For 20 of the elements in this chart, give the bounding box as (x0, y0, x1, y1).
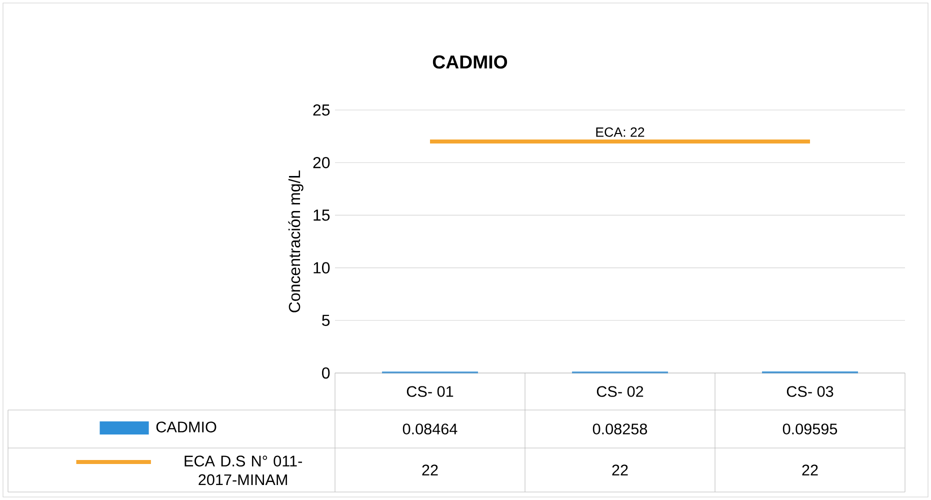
data-label: 22 (612, 464, 628, 476)
annotation: ECA: 22 (596, 127, 644, 137)
data-label: 0.09595 (782, 424, 838, 434)
legend-label: ECA D.S N° 011-2017-MINAM (184, 456, 302, 486)
legend-label: CADMIO (156, 422, 216, 432)
chart-title: CADMIO (432, 55, 508, 69)
data-label: 22 (802, 464, 818, 476)
y-tick-label: 5 (322, 314, 330, 326)
y-tick-label: 15 (314, 210, 330, 221)
y-axis-title: Concentración mg/L (288, 170, 304, 312)
y-tick-label: 0 (322, 367, 330, 379)
y-tick-label: 20 (313, 156, 330, 168)
y-tick-label: 10 (314, 262, 330, 274)
x-tick-label: CS- 01 (406, 386, 454, 397)
data-label: 0.08258 (592, 424, 648, 434)
y-tick-label: 25 (313, 104, 330, 116)
data-label: 22 (422, 464, 438, 476)
data-label: 0.08464 (402, 424, 458, 434)
x-tick-label: CS- 03 (786, 386, 834, 397)
x-tick-label: CS- 02 (596, 386, 644, 397)
